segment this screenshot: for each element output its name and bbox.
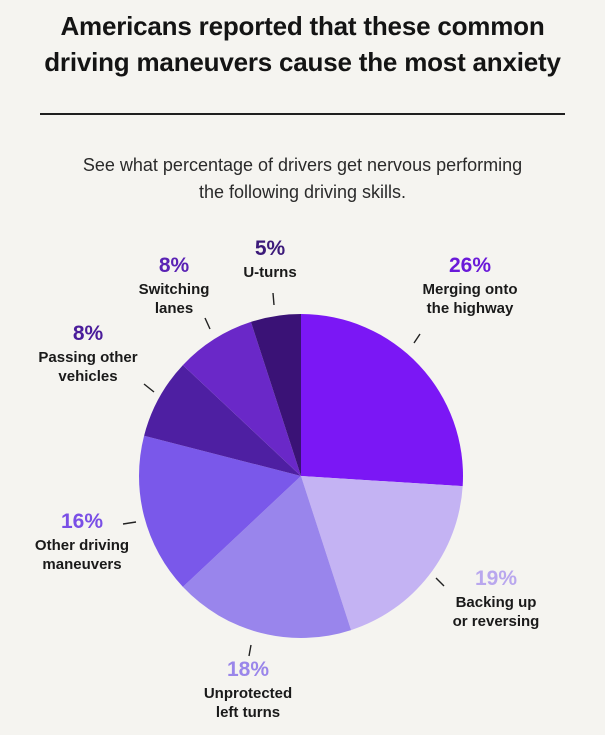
data-label-backing-up-or-reversing: 19% — [475, 567, 517, 590]
leader-line-other-driving-maneuvers — [122, 521, 137, 525]
slice-label-switching-lanes-line-1: Switching — [139, 281, 210, 298]
pie-slice-other-driving-maneuvers — [138, 435, 301, 587]
slice-label-switching-lanes-line-2: lanes — [155, 300, 193, 317]
slice-label-passing-other-vehicles-line-2: vehicles — [58, 368, 117, 385]
data-label-merging-onto-the-highway: 26% — [449, 254, 491, 277]
leader-line-switching-lanes — [204, 317, 211, 330]
slice-label-unprotected-left-turns-line-2: left turns — [216, 704, 280, 721]
leader-line-passing-other-vehicles — [143, 383, 155, 393]
slice-label-other-driving-maneuvers-line-2: maneuvers — [42, 556, 121, 573]
slice-label-unprotected-left-turns-line-1: Unprotected — [204, 685, 292, 702]
leader-line-unprotected-left-turns — [248, 644, 252, 657]
slice-label-backing-up-or-reversing-line-2: or reversing — [453, 613, 540, 630]
slice-label-merging-onto-the-highway-line-2: the highway — [427, 300, 514, 317]
data-label-switching-lanes: 8% — [159, 254, 190, 277]
data-label-unprotected-left-turns: 18% — [227, 658, 269, 681]
leader-line-merging-onto-the-highway — [413, 333, 421, 344]
slice-label-other-driving-maneuvers-line-1: Other driving — [35, 537, 129, 554]
data-label-u-turns: 5% — [255, 237, 286, 260]
slice-label-u-turns-line-1: U-turns — [243, 264, 296, 281]
title-divider — [40, 113, 565, 115]
title-line-1: Americans reported that these common — [60, 11, 545, 41]
pie-slice-unprotected-left-turns — [182, 476, 352, 638]
leader-line-backing-up-or-reversing — [435, 577, 445, 587]
pie-slice-u-turns — [250, 314, 301, 476]
title-line-2: driving maneuvers cause the most anxiety — [44, 47, 561, 77]
slice-label-backing-up-or-reversing-line-1: Backing up — [456, 594, 537, 611]
chart-title: Americans reported that these common dri… — [0, 8, 605, 80]
slice-label-passing-other-vehicles-line-1: Passing other — [38, 349, 137, 366]
pie-slice-passing-other-vehicles — [144, 365, 301, 476]
slice-label-merging-onto-the-highway-line-1: Merging onto — [423, 281, 518, 298]
leader-line-u-turns — [272, 292, 275, 306]
data-label-passing-other-vehicles: 8% — [73, 322, 104, 345]
chart-subtitle: See what percentage of drivers get nervo… — [40, 152, 565, 206]
pie-slice-merging-onto-the-highway — [301, 314, 463, 487]
subtitle-line-1: See what percentage of drivers get nervo… — [82, 155, 523, 175]
pie-slice-switching-lanes — [182, 321, 301, 476]
pie-slice-backing-up-or-reversing — [301, 476, 463, 631]
subtitle-line-2: the following driving skills. — [198, 182, 407, 202]
data-label-other-driving-maneuvers: 16% — [61, 510, 103, 533]
